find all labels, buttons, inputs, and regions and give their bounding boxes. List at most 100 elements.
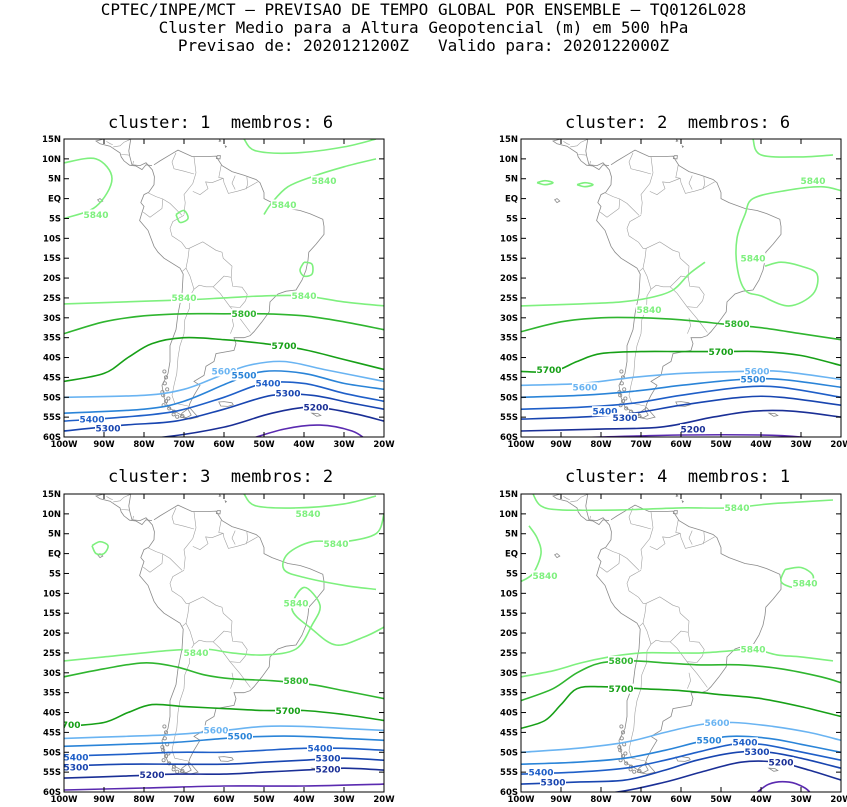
- lat-label: 45S: [500, 728, 518, 738]
- lat-label: 5S: [49, 569, 61, 579]
- contour-5840: [175, 209, 189, 224]
- lat-label: 5S: [49, 214, 61, 224]
- contour-label: 5700: [708, 348, 733, 358]
- lat-label: 10N: [42, 155, 61, 165]
- contour-label: 5300: [540, 778, 565, 788]
- country-border: [230, 672, 234, 689]
- contour-label-bg: [307, 743, 333, 754]
- lon-label: 20W: [373, 795, 395, 805]
- lat-label: 15N: [42, 135, 61, 145]
- island: [162, 736, 167, 741]
- lat-label: 50S: [500, 748, 518, 758]
- contour-label: 5600: [744, 368, 769, 378]
- tierra-del-fuego: [179, 407, 199, 420]
- lon-label: 50W: [253, 795, 275, 805]
- contour-5300: [521, 395, 841, 420]
- contour-label: 5800: [608, 657, 633, 667]
- lon-label: 30W: [333, 795, 355, 805]
- country-border: [589, 160, 591, 167]
- lat-label: 50S: [500, 393, 518, 403]
- contour-label-bg: [95, 423, 121, 434]
- country-border: [669, 277, 705, 308]
- coastline-central-america: [552, 494, 610, 526]
- lat-label: EQ: [505, 550, 518, 560]
- caribbean-island: [675, 139, 679, 142]
- coastline-central-america: [95, 139, 153, 171]
- country-border: [231, 530, 236, 545]
- lon-label: 60W: [670, 795, 692, 805]
- contour-label-bg: [704, 717, 730, 728]
- country-border: [143, 198, 164, 218]
- coastline: [585, 494, 782, 774]
- country-border: [600, 553, 621, 573]
- lon-label: 20W: [830, 795, 847, 805]
- contour-label-bg: [295, 508, 321, 519]
- lon-label: 50W: [710, 795, 732, 805]
- lat-label: 25S: [43, 649, 61, 659]
- contour-label: 5840: [740, 645, 765, 655]
- contour-label-bg: [792, 578, 818, 589]
- contour-5700: [521, 350, 841, 373]
- contour-label: 5300: [744, 748, 769, 758]
- country-border: [563, 496, 570, 500]
- header-line-1: CPTEC/INPE/MCT – PREVISAO DE TEMPO GLOBA…: [100, 0, 747, 19]
- lat-label: 15N: [42, 490, 61, 500]
- island: [162, 724, 167, 729]
- contour-5100: [569, 433, 808, 437]
- header-line-3: Previsao de: 2020121200Z Valido para: 20…: [177, 36, 670, 55]
- country-border: [675, 520, 715, 549]
- lat-label: 15N: [499, 490, 518, 500]
- contour-label-bg: [740, 643, 766, 654]
- country-border: [113, 494, 132, 503]
- contour-label-bg: [211, 366, 237, 377]
- country-border: [702, 175, 705, 190]
- country-border: [171, 152, 195, 175]
- country-border: [649, 533, 681, 550]
- country-border: [245, 175, 248, 190]
- contour-label: 5500: [740, 376, 765, 386]
- coastline: [128, 139, 325, 419]
- contour-label-bg: [283, 675, 309, 686]
- contour-5840: [752, 139, 834, 158]
- lon-label: 80W: [590, 440, 612, 450]
- lat-label: EQ: [48, 195, 61, 205]
- contour-label: 5400: [63, 754, 88, 764]
- contour-5400: [64, 747, 384, 757]
- island: [620, 399, 625, 404]
- lon-label: 70W: [630, 795, 652, 805]
- caribbean-island: [224, 499, 228, 504]
- contour-label-bg: [315, 763, 341, 774]
- contour-label-bg: [64, 762, 89, 773]
- island: [619, 736, 624, 741]
- contour-label: 5300: [315, 755, 340, 765]
- lon-label: 90W: [93, 440, 115, 450]
- lat-label: 35S: [500, 334, 518, 344]
- contour-5600: [521, 369, 841, 387]
- lat-label: 50S: [43, 393, 61, 403]
- country-border: [675, 165, 715, 194]
- lat-label: 25S: [500, 649, 518, 659]
- lat-label: 15N: [499, 135, 518, 145]
- lat-label: 5N: [48, 530, 61, 540]
- island: [180, 413, 185, 418]
- caribbean-island: [681, 499, 685, 504]
- contour-5100: [64, 783, 384, 791]
- contour-5840: [521, 525, 542, 583]
- lat-label: 30S: [500, 669, 518, 679]
- contour-label-bg: [291, 290, 317, 301]
- country-border: [687, 672, 691, 689]
- contour-5700: [64, 703, 384, 728]
- lon-label: 70W: [173, 440, 195, 450]
- lon-label: 100W: [50, 795, 78, 805]
- country-border: [686, 306, 708, 333]
- lat-label: 45S: [43, 373, 61, 383]
- island: [171, 412, 176, 417]
- lat-label: 5S: [506, 214, 518, 224]
- contour-label: 5600: [572, 384, 597, 394]
- island: [632, 769, 637, 774]
- contour-5840: [299, 261, 314, 278]
- lon-label: 80W: [133, 440, 155, 450]
- country-border: [626, 570, 647, 627]
